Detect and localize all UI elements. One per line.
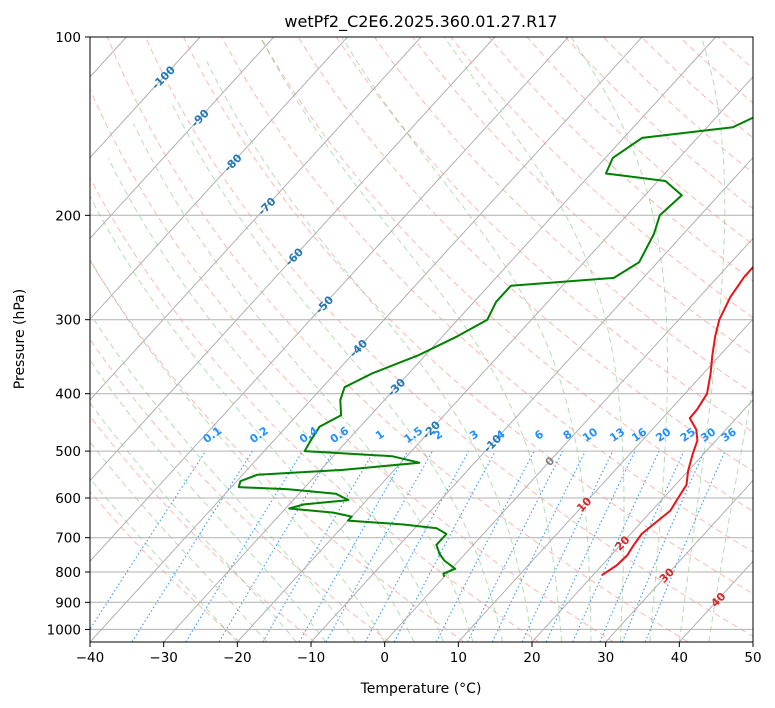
dry-adiabat [106, 37, 689, 642]
moist-adiabat [90, 359, 327, 642]
y-tick-label: 800 [55, 565, 81, 581]
isotherm-line [90, 37, 275, 240]
mixing-ratio-line [364, 450, 470, 642]
isotherm-line [384, 237, 753, 642]
moist-adiabat [206, 61, 533, 642]
chart-title: wetPf2_C2E6.2025.360.01.27.R17 [284, 12, 557, 32]
y-axis: 100 200 300 400 500 600 700 800 900 1000 [47, 30, 90, 638]
skewed-isotherms [90, 37, 753, 642]
y-tick-label: 500 [55, 444, 81, 460]
moist-adiabat [90, 312, 356, 642]
x-tick-label: −10 [297, 650, 326, 666]
moist-adiabat [570, 37, 668, 642]
plot-frame [89, 36, 754, 643]
dry-adiabat [526, 37, 753, 246]
dry-adiabat [259, 37, 753, 512]
x-tick-label: 40 [671, 650, 688, 666]
dry-adiabat [756, 37, 775, 642]
x-axis: −40 −30 −20 −10 0 10 20 30 40 50 [76, 642, 762, 666]
dry-adiabat [145, 37, 753, 637]
mixing-ratio-line [185, 450, 304, 642]
moist-adiabat [443, 37, 625, 642]
dry-adiabat [90, 176, 540, 642]
mixing-ratio-line [467, 450, 564, 642]
plot-area [90, 37, 753, 642]
y-tick-label: 300 [55, 313, 81, 329]
isotherm-line [531, 399, 753, 642]
x-tick-label: 10 [450, 650, 467, 666]
isotherm-line [752, 641, 753, 642]
profile-series [237, 116, 753, 578]
y-tick-label: 1000 [47, 622, 81, 638]
temperature-line [601, 265, 753, 577]
pressure-gridlines [90, 37, 753, 630]
mixing-ratio-line [599, 450, 685, 642]
y-tick-label: 900 [55, 595, 81, 611]
moist-adiabat [171, 104, 503, 642]
dewpoint-line [237, 116, 753, 578]
x-tick-label: −30 [149, 650, 178, 666]
y-axis-label: Pressure (hPa) [12, 289, 28, 389]
mixing-ratio-line [491, 450, 586, 642]
dry-adiabat [564, 37, 753, 210]
dry-adiabat [90, 259, 465, 642]
y-tick-label: 200 [55, 208, 81, 224]
mixing-ratio-line [572, 450, 660, 642]
moist-adiabat [90, 258, 386, 642]
x-axis-label: Temperature (°C) [360, 681, 482, 697]
dry-adiabat [412, 37, 753, 356]
isotherm-line [236, 76, 753, 642]
isotherm-line [90, 37, 422, 401]
x-tick-label: 20 [523, 650, 540, 666]
isotherm-line [457, 318, 753, 642]
moist-adiabat [708, 384, 753, 642]
moist-adiabat [260, 37, 562, 642]
moist-adiabat [90, 477, 238, 642]
isotherm-line [90, 37, 496, 482]
isotherm-line [605, 479, 753, 642]
moist-adiabat [90, 195, 415, 642]
x-tick-label: −40 [76, 650, 105, 666]
isotherm-line [90, 37, 201, 159]
dry-adiabat [183, 37, 753, 595]
dry-adiabats [90, 37, 775, 642]
y-tick-label: 100 [55, 30, 81, 46]
x-tick-label: −20 [223, 650, 252, 666]
mixing-ratio-line [621, 450, 705, 642]
isotherm-line [163, 37, 717, 642]
y-tick-label: 400 [55, 387, 81, 403]
dry-adiabat [90, 88, 614, 642]
mixing-ratio-line [131, 450, 254, 642]
x-tick-label: 30 [597, 650, 614, 666]
moist-adiabat [90, 401, 297, 642]
isotherm-line [90, 37, 569, 562]
moist-adiabat [678, 37, 726, 642]
dry-adiabat [90, 415, 316, 642]
mixing-ratio-line [90, 450, 207, 631]
isotherm-line [310, 156, 753, 642]
y-tick-label: 600 [55, 491, 81, 507]
y-tick-label: 700 [55, 531, 81, 547]
isotherm-line [90, 37, 348, 320]
moist-adiabat [341, 37, 592, 642]
x-tick-label: 0 [380, 650, 389, 666]
moist-adiabat [90, 441, 268, 642]
dry-adiabat [374, 37, 753, 394]
mixing-ratio-line [393, 450, 496, 642]
isotherm-line [90, 37, 643, 642]
dry-adiabat [221, 37, 753, 553]
dry-adiabat [297, 37, 753, 472]
x-tick-label: 50 [744, 650, 761, 666]
mixing-ratio-line [325, 450, 433, 642]
